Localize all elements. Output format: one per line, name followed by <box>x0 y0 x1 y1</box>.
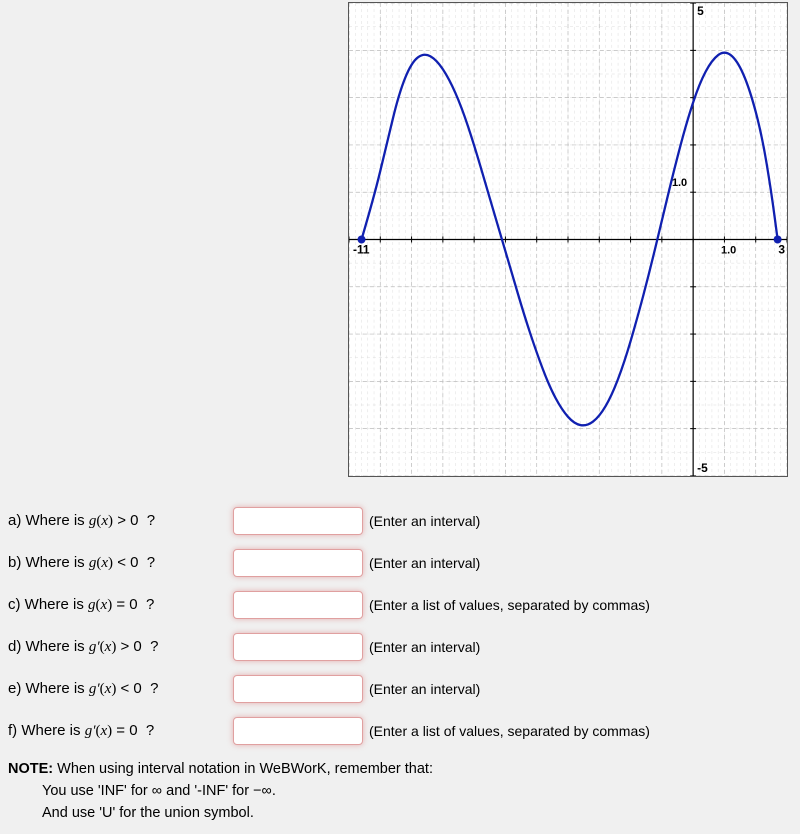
answer-input-c[interactable] <box>233 591 363 619</box>
question-label-e: e) Where is g′(x) < 0 ? <box>8 680 233 698</box>
answer-input-d[interactable] <box>233 633 363 661</box>
graph-container: -11 3 1.0 1.0 5 -5 <box>8 0 792 477</box>
question-row-a: a) Where is g(x) > 0 ? (Enter an interval… <box>8 507 792 535</box>
note-line1: When using interval notation in WeBWorK,… <box>57 761 433 777</box>
question-hint-f: (Enter a list of values, separated by co… <box>369 723 650 739</box>
answer-input-f[interactable] <box>233 717 363 745</box>
note-block: NOTE: When using interval notation in We… <box>8 759 792 824</box>
function-graph: -11 3 1.0 1.0 5 -5 <box>348 2 788 477</box>
svg-text:-11: -11 <box>353 242 370 256</box>
question-hint-a: (Enter an interval) <box>369 513 480 529</box>
question-label-a: a) Where is g(x) > 0 ? <box>8 512 233 530</box>
question-hint-b: (Enter an interval) <box>369 555 480 571</box>
answer-input-a[interactable] <box>233 507 363 535</box>
answer-input-e[interactable] <box>233 675 363 703</box>
question-row-b: b) Where is g(x) < 0 ? (Enter an interval… <box>8 549 792 577</box>
question-hint-d: (Enter an interval) <box>369 639 480 655</box>
question-row-c: c) Where is g(x) = 0 ? (Enter a list of v… <box>8 591 792 619</box>
question-row-d: d) Where is g′(x) > 0 ? (Enter an interva… <box>8 633 792 661</box>
note-line3: And use 'U' for the union symbol. <box>8 803 792 825</box>
question-label-f: f) Where is g′(x) = 0 ? <box>8 722 233 740</box>
note-lead: NOTE: <box>8 761 53 777</box>
questions-block: a) Where is g(x) > 0 ? (Enter an interval… <box>8 507 792 745</box>
note-line2: You use 'INF' for ∞ and '-INF' for −∞. <box>8 781 792 803</box>
question-row-f: f) Where is g′(x) = 0 ? (Enter a list of … <box>8 717 792 745</box>
svg-text:-5: -5 <box>697 461 708 475</box>
question-label-d: d) Where is g′(x) > 0 ? <box>8 638 233 656</box>
svg-text:1.0: 1.0 <box>672 177 687 189</box>
question-hint-e: (Enter an interval) <box>369 681 480 697</box>
page: -11 3 1.0 1.0 5 -5 a) Where is g(x) > 0 ? (Ent… <box>0 0 800 834</box>
svg-text:5: 5 <box>697 4 704 18</box>
answer-input-b[interactable] <box>233 549 363 577</box>
svg-text:1.0: 1.0 <box>721 244 736 256</box>
question-label-c: c) Where is g(x) = 0 ? <box>8 596 233 614</box>
question-row-e: e) Where is g′(x) < 0 ? (Enter an interva… <box>8 675 792 703</box>
question-label-b: b) Where is g(x) < 0 ? <box>8 554 233 572</box>
svg-text:3: 3 <box>778 242 785 256</box>
question-hint-c: (Enter a list of values, separated by co… <box>369 597 650 613</box>
